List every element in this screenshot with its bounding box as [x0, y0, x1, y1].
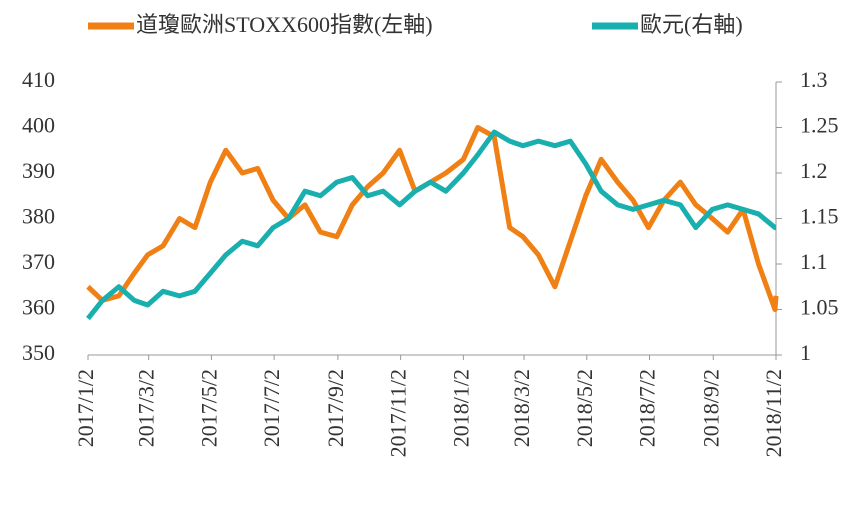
- x-tick-label: 2018/1/2: [448, 369, 473, 447]
- legend-label: 道瓊歐洲STOXX600指數(左軸): [136, 12, 433, 37]
- x-tick-label: 2018/5/2: [572, 369, 597, 447]
- y-tick-label: 390: [22, 158, 55, 183]
- y2-tick-label: 1.2: [800, 158, 828, 183]
- x-tick-label: 2018/3/2: [509, 369, 534, 447]
- x-tick-label: 2018/11/2: [761, 369, 786, 457]
- x-tick-label: 2018/9/2: [698, 369, 723, 447]
- y-tick-label: 360: [22, 295, 55, 320]
- x-tick-label: 2018/7/2: [635, 369, 660, 447]
- x-tick-label: 2017/9/2: [323, 369, 348, 447]
- legend-label: 歐元(右軸): [640, 12, 743, 37]
- y-tick-label: 410: [22, 67, 55, 92]
- y2-tick-label: 1.05: [800, 295, 839, 320]
- y2-tick-label: 1.3: [800, 67, 828, 92]
- x-tick-label: 2017/5/2: [196, 369, 221, 447]
- x-tick-label: 2017/7/2: [259, 369, 284, 447]
- x-tick-label: 2017/11/2: [386, 369, 411, 457]
- y2-tick-label: 1.1: [800, 249, 828, 274]
- y2-tick-label: 1: [800, 340, 811, 365]
- series-line: [86, 129, 778, 321]
- y2-tick-label: 1.15: [800, 204, 839, 229]
- x-tick-label: 2017/1/2: [73, 369, 98, 447]
- y-tick-label: 380: [22, 204, 55, 229]
- y2-tick-label: 1.25: [800, 113, 839, 138]
- y-tick-label: 370: [22, 249, 55, 274]
- series-line: [86, 125, 779, 312]
- y-tick-label: 400: [22, 113, 55, 138]
- y-tick-label: 350: [22, 340, 55, 365]
- x-tick-label: 2017/3/2: [134, 369, 159, 447]
